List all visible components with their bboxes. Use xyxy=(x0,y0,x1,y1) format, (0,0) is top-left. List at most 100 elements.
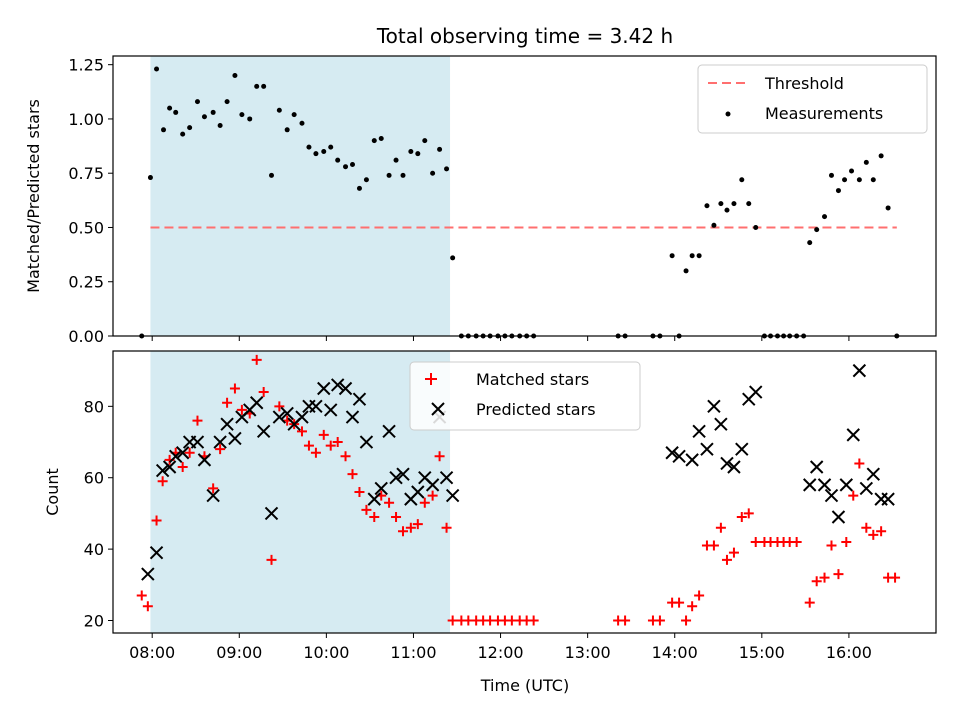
x-tick-label: 13:00 xyxy=(565,643,611,662)
matched-star-point xyxy=(136,590,147,601)
predicted-star-point xyxy=(359,435,374,449)
measurement-point xyxy=(378,135,384,141)
predicted-star-point xyxy=(168,449,183,464)
legend-predicted-swatch xyxy=(431,402,445,416)
predicted-star-point xyxy=(141,567,155,581)
matched-star-point xyxy=(528,615,539,626)
matched-star-point xyxy=(325,440,336,451)
measurement-point xyxy=(842,177,848,183)
matched-star-point xyxy=(721,554,732,565)
predicted-star-point xyxy=(700,442,714,456)
measurement-point xyxy=(276,107,282,113)
matched-star-point xyxy=(384,497,395,508)
measurement-point xyxy=(239,112,245,118)
matched-star-point xyxy=(694,590,705,601)
predicted-star-point xyxy=(685,453,699,467)
matched-star-point xyxy=(332,437,343,448)
matched-star-point xyxy=(447,615,458,626)
matched-star-point xyxy=(826,540,837,551)
predicted-star-point xyxy=(824,488,839,503)
matched-star-point xyxy=(157,476,168,487)
matched-star-point xyxy=(868,529,879,540)
matched-star-point xyxy=(215,444,226,455)
measurement-point xyxy=(194,99,200,105)
measurement-point xyxy=(807,240,813,246)
matched-star-point xyxy=(620,615,631,626)
measurement-point xyxy=(261,83,267,89)
predicted-star-point xyxy=(367,492,381,506)
matched-star-point xyxy=(229,383,240,394)
predicted-star-point xyxy=(866,467,881,481)
predicted-star-point xyxy=(425,478,440,492)
matched-star-point xyxy=(804,597,815,608)
matched-star-point xyxy=(861,522,872,533)
predicted-star-point xyxy=(846,428,860,442)
measurement-point xyxy=(885,205,891,211)
predicted-star-point xyxy=(727,460,741,474)
predicted-star-point xyxy=(317,381,331,396)
matched-star-point xyxy=(208,483,219,494)
matched-star-point xyxy=(222,397,233,408)
predicted-star-point xyxy=(206,488,220,503)
measurement-point xyxy=(180,131,186,137)
y-axis-ticks-top: 0.00 0.25 0.50 0.75 1.00 1.25 xyxy=(68,56,113,346)
matched-star-point xyxy=(340,451,351,462)
measurement-point xyxy=(731,201,737,207)
predicted-star-point xyxy=(280,406,294,421)
axes-frame-top xyxy=(112,55,937,337)
measurement-point xyxy=(400,172,406,178)
count-points xyxy=(136,354,901,626)
measurement-point xyxy=(415,151,421,157)
measurement-point xyxy=(746,201,752,207)
predicted-star-point xyxy=(256,424,271,439)
predicted-star-point xyxy=(338,381,353,396)
predicted-star-point xyxy=(309,399,323,414)
measurement-point xyxy=(704,203,710,209)
matched-star-point xyxy=(736,511,747,522)
measurement-point xyxy=(356,185,362,191)
predicted-star-point xyxy=(396,467,410,481)
measurement-point xyxy=(328,144,334,150)
legend-measurements-swatch xyxy=(725,111,731,117)
matched-star-point xyxy=(296,426,307,437)
measurement-point xyxy=(408,149,414,155)
predicted-star-point xyxy=(213,435,227,449)
predicted-star-point xyxy=(665,446,679,460)
predicted-star-point xyxy=(672,449,686,464)
predicted-star-point xyxy=(155,463,170,478)
predicted-star-point xyxy=(190,435,205,449)
matched-star-point xyxy=(177,462,188,473)
y-axis-label-top: Matched/Predicted stars xyxy=(24,99,43,293)
predicted-star-point xyxy=(162,460,177,474)
matched-star-point xyxy=(192,415,203,426)
legend-box-bottom xyxy=(409,361,641,431)
predicted-star-point xyxy=(735,442,749,456)
measurement-point xyxy=(711,222,717,228)
y-tick-label-bottom: 40 xyxy=(84,540,104,559)
x-tick-label: 08:00 xyxy=(129,643,175,662)
predicted-star-point xyxy=(817,478,832,492)
y-axis-label-bottom: Count xyxy=(43,468,62,516)
predicted-star-point xyxy=(809,460,824,474)
matched-star-point xyxy=(142,601,153,612)
predicted-star-point xyxy=(382,424,396,439)
measurement-point xyxy=(187,125,193,131)
legend-predicted-label: Predicted stars xyxy=(476,400,596,419)
matched-star-point xyxy=(728,547,739,558)
measurement-point xyxy=(430,170,436,176)
measurement-point xyxy=(450,255,456,261)
measurement-point xyxy=(444,166,450,172)
matched-star-point xyxy=(274,401,285,412)
predicted-star-point xyxy=(831,510,846,524)
measurement-point xyxy=(154,66,160,72)
y-tick-label-top: 1.00 xyxy=(68,110,104,129)
y-tick-label-bottom: 20 xyxy=(84,612,104,631)
predicted-star-point xyxy=(272,410,287,424)
matched-star-point xyxy=(427,490,438,501)
matched-star-point xyxy=(876,526,887,537)
predicted-star-point xyxy=(692,424,706,439)
predicted-star-point xyxy=(249,396,264,410)
matched-star-point xyxy=(890,572,901,583)
predicted-star-point xyxy=(439,471,454,485)
measurement-point xyxy=(201,114,207,120)
